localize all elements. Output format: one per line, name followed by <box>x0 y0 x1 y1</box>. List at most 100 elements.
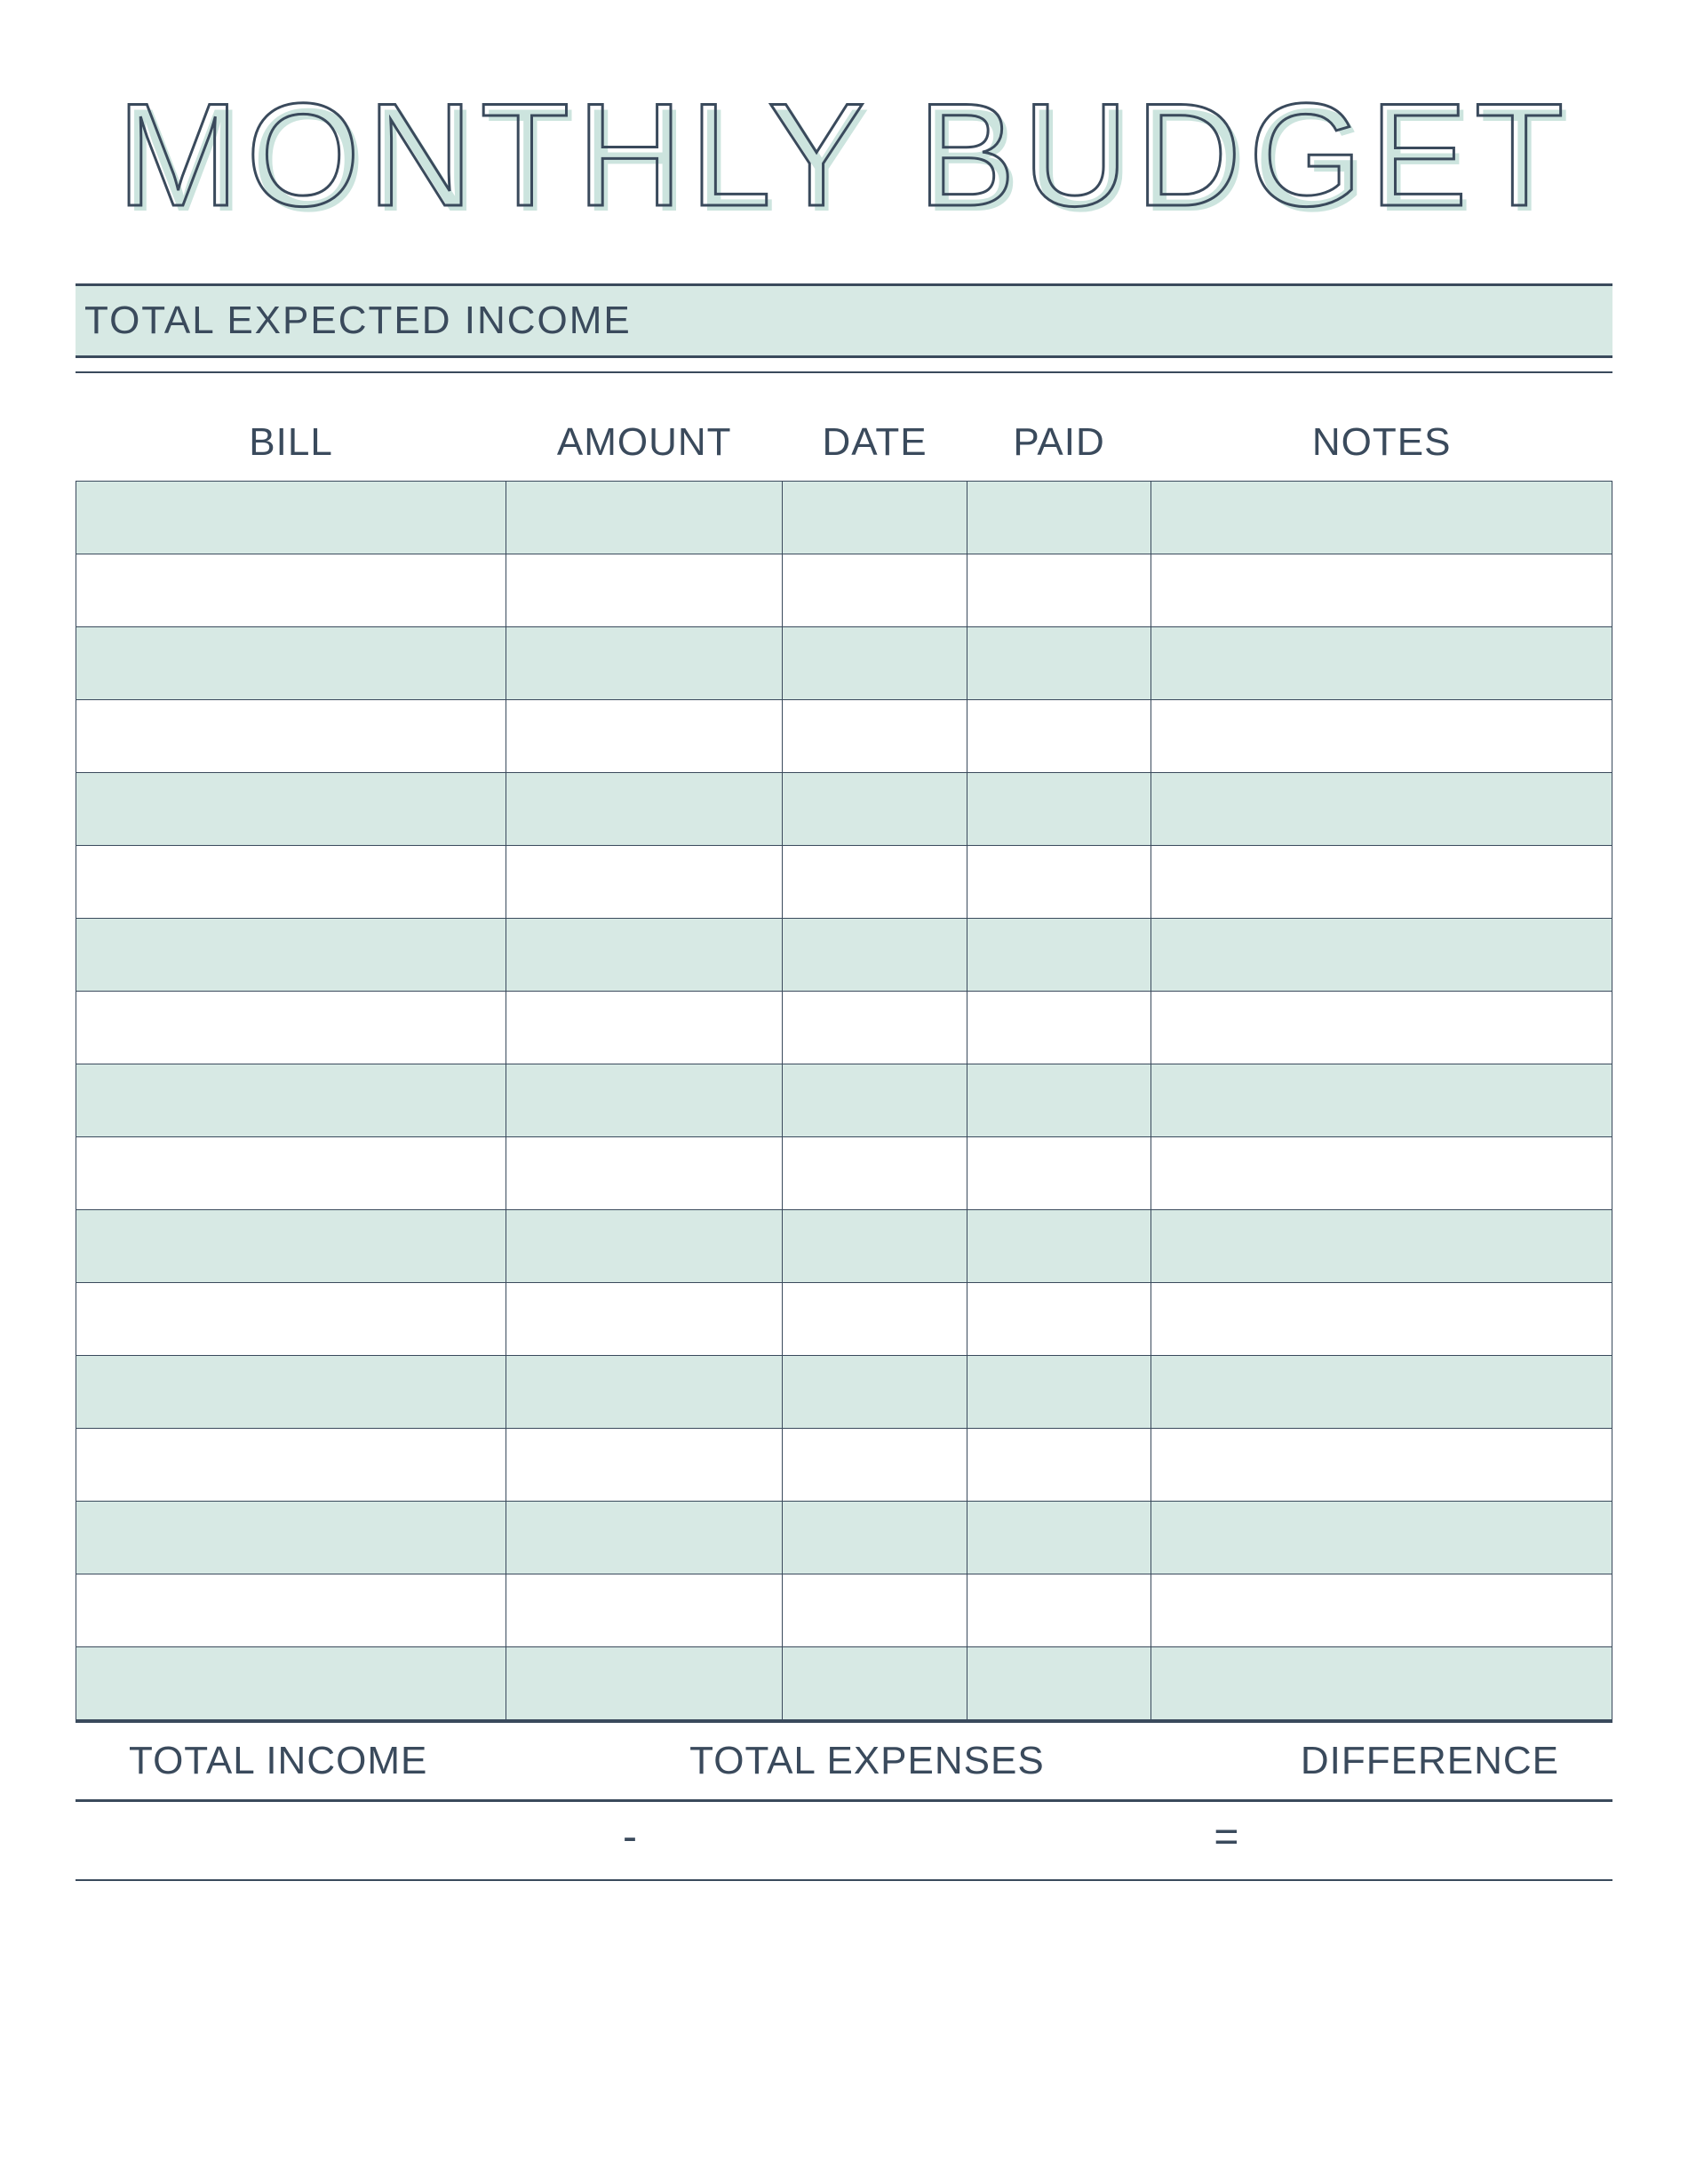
cell-paid[interactable] <box>967 1283 1151 1356</box>
cell-paid[interactable] <box>967 1574 1151 1647</box>
cell-bill[interactable] <box>76 1647 506 1720</box>
cell-paid[interactable] <box>967 1064 1151 1137</box>
cell-bill[interactable] <box>76 554 506 627</box>
cell-notes[interactable] <box>1151 919 1612 992</box>
cell-paid[interactable] <box>967 554 1151 627</box>
table-row[interactable] <box>76 1356 1612 1429</box>
cell-amount[interactable] <box>506 919 783 992</box>
cell-date[interactable] <box>783 554 967 627</box>
cell-date[interactable] <box>783 1064 967 1137</box>
cell-date[interactable] <box>783 846 967 919</box>
cell-amount[interactable] <box>506 1429 783 1502</box>
cell-date[interactable] <box>783 627 967 700</box>
cell-date[interactable] <box>783 1356 967 1429</box>
cell-date[interactable] <box>783 1502 967 1574</box>
cell-amount[interactable] <box>506 1356 783 1429</box>
cell-date[interactable] <box>783 919 967 992</box>
cell-notes[interactable] <box>1151 1356 1612 1429</box>
cell-amount[interactable] <box>506 554 783 627</box>
cell-bill[interactable] <box>76 773 506 846</box>
cell-paid[interactable] <box>967 627 1151 700</box>
cell-bill[interactable] <box>76 846 506 919</box>
cell-date[interactable] <box>783 1429 967 1502</box>
cell-notes[interactable] <box>1151 482 1612 554</box>
cell-amount[interactable] <box>506 1064 783 1137</box>
table-row[interactable] <box>76 1137 1612 1210</box>
cell-bill[interactable] <box>76 992 506 1064</box>
table-row[interactable] <box>76 1647 1612 1720</box>
cell-paid[interactable] <box>967 1647 1151 1720</box>
cell-paid[interactable] <box>967 482 1151 554</box>
cell-paid[interactable] <box>967 1137 1151 1210</box>
cell-amount[interactable] <box>506 627 783 700</box>
cell-notes[interactable] <box>1151 1064 1612 1137</box>
cell-date[interactable] <box>783 1647 967 1720</box>
table-row[interactable] <box>76 627 1612 700</box>
table-row[interactable] <box>76 1283 1612 1356</box>
table-row[interactable] <box>76 1429 1612 1502</box>
cell-amount[interactable] <box>506 846 783 919</box>
cell-bill[interactable] <box>76 700 506 773</box>
table-row[interactable] <box>76 1064 1612 1137</box>
cell-date[interactable] <box>783 1137 967 1210</box>
table-row[interactable] <box>76 773 1612 846</box>
cell-bill[interactable] <box>76 1429 506 1502</box>
cell-bill[interactable] <box>76 1283 506 1356</box>
cell-amount[interactable] <box>506 992 783 1064</box>
cell-notes[interactable] <box>1151 1429 1612 1502</box>
cell-date[interactable] <box>783 773 967 846</box>
cell-amount[interactable] <box>506 482 783 554</box>
cell-amount[interactable] <box>506 1283 783 1356</box>
table-row[interactable] <box>76 1574 1612 1647</box>
cell-bill[interactable] <box>76 919 506 992</box>
cell-notes[interactable] <box>1151 1647 1612 1720</box>
table-row[interactable] <box>76 1502 1612 1574</box>
cell-paid[interactable] <box>967 700 1151 773</box>
cell-amount[interactable] <box>506 1210 783 1283</box>
cell-date[interactable] <box>783 700 967 773</box>
cell-bill[interactable] <box>76 1502 506 1574</box>
cell-notes[interactable] <box>1151 1502 1612 1574</box>
cell-bill[interactable] <box>76 1137 506 1210</box>
cell-notes[interactable] <box>1151 1137 1612 1210</box>
table-row[interactable] <box>76 846 1612 919</box>
cell-notes[interactable] <box>1151 773 1612 846</box>
table-row[interactable] <box>76 700 1612 773</box>
table-row[interactable] <box>76 992 1612 1064</box>
cell-date[interactable] <box>783 992 967 1064</box>
cell-amount[interactable] <box>506 1502 783 1574</box>
cell-paid[interactable] <box>967 1502 1151 1574</box>
cell-notes[interactable] <box>1151 846 1612 919</box>
table-row[interactable] <box>76 554 1612 627</box>
cell-notes[interactable] <box>1151 1574 1612 1647</box>
cell-paid[interactable] <box>967 1429 1151 1502</box>
table-row[interactable] <box>76 1210 1612 1283</box>
cell-amount[interactable] <box>506 1574 783 1647</box>
cell-bill[interactable] <box>76 1356 506 1429</box>
cell-bill[interactable] <box>76 1574 506 1647</box>
cell-date[interactable] <box>783 1210 967 1283</box>
cell-bill[interactable] <box>76 1210 506 1283</box>
cell-paid[interactable] <box>967 846 1151 919</box>
cell-amount[interactable] <box>506 1137 783 1210</box>
cell-notes[interactable] <box>1151 1283 1612 1356</box>
table-row[interactable] <box>76 919 1612 992</box>
cell-notes[interactable] <box>1151 992 1612 1064</box>
cell-notes[interactable] <box>1151 627 1612 700</box>
cell-amount[interactable] <box>506 700 783 773</box>
cell-bill[interactable] <box>76 627 506 700</box>
cell-date[interactable] <box>783 482 967 554</box>
cell-bill[interactable] <box>76 482 506 554</box>
cell-notes[interactable] <box>1151 1210 1612 1283</box>
cell-amount[interactable] <box>506 773 783 846</box>
cell-date[interactable] <box>783 1574 967 1647</box>
cell-paid[interactable] <box>967 1210 1151 1283</box>
cell-notes[interactable] <box>1151 554 1612 627</box>
cell-paid[interactable] <box>967 1356 1151 1429</box>
cell-paid[interactable] <box>967 992 1151 1064</box>
cell-notes[interactable] <box>1151 700 1612 773</box>
cell-amount[interactable] <box>506 1647 783 1720</box>
table-row[interactable] <box>76 482 1612 554</box>
cell-date[interactable] <box>783 1283 967 1356</box>
cell-bill[interactable] <box>76 1064 506 1137</box>
